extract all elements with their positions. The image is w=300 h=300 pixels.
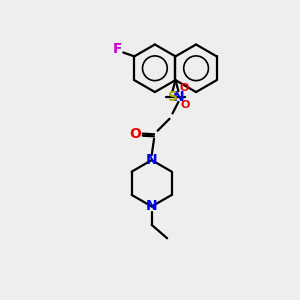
Text: N: N [172,89,184,103]
Text: O: O [130,127,142,141]
Text: N: N [146,153,158,167]
Text: F: F [112,42,122,56]
Text: O: O [180,100,190,110]
Text: S: S [167,89,178,103]
Text: O: O [179,82,188,93]
Text: N: N [146,200,158,214]
